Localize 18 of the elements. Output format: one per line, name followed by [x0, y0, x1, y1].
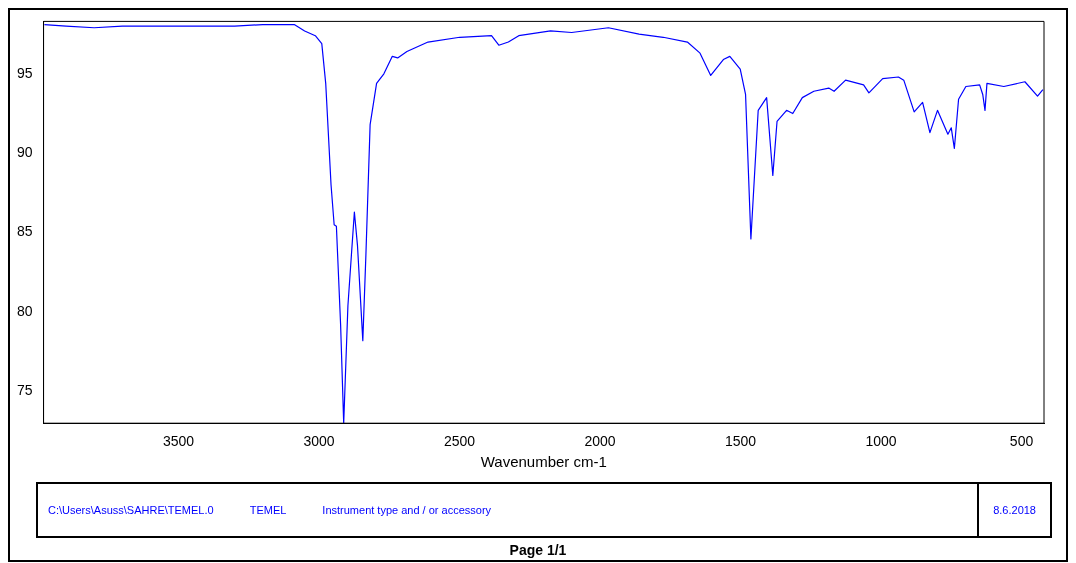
x-tick-label: 2500	[443, 433, 476, 450]
text: Instrument type and / or accessory	[322, 504, 492, 516]
x-tick-label: 1000	[865, 433, 897, 450]
text: 8.6.2018	[977, 484, 1050, 536]
x-axis-title: Wavenumber cm-1	[480, 453, 607, 471]
text: C:\Users\Asuss\SAHRE\TEMEL.0	[48, 504, 214, 516]
x-tick-label: 2000	[584, 433, 616, 450]
y-tick-label: 75	[16, 382, 33, 399]
x-tick-label: 1500	[724, 433, 757, 450]
y-tick-label: 95	[16, 64, 33, 81]
y-tick-label: 85	[16, 223, 33, 240]
x-tick-label: 3000	[303, 433, 335, 450]
y-tick-label: 90	[16, 144, 33, 161]
x-tick-label: 3500	[162, 433, 195, 450]
text: Page 1/1	[508, 541, 568, 560]
text: TEMEL	[249, 504, 287, 516]
x-tick-label: 500	[1009, 433, 1034, 450]
y-tick-label: 80	[16, 302, 33, 319]
